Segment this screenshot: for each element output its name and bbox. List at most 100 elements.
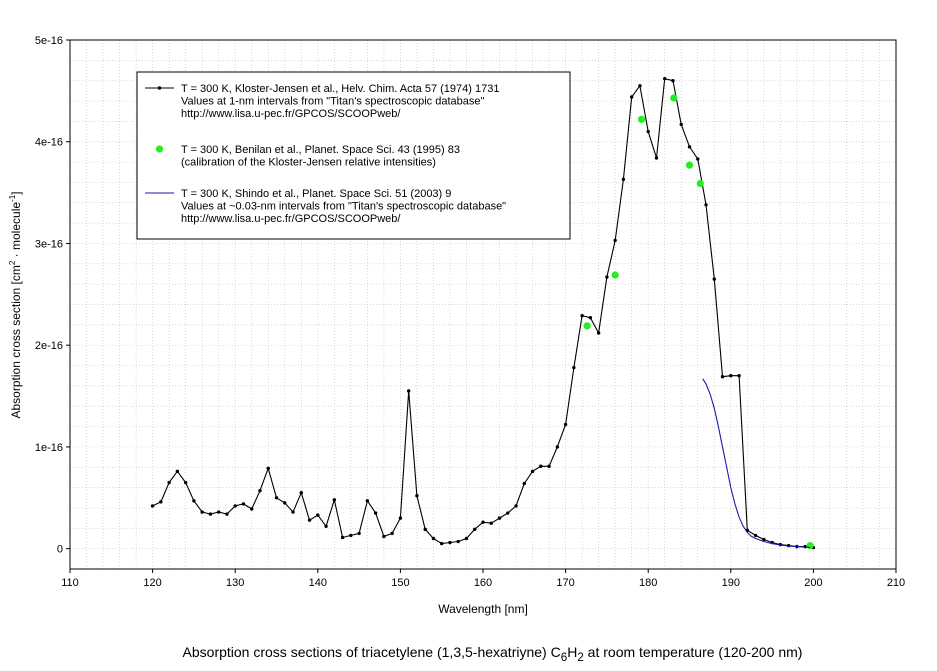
legend-text-line: T = 300 K, Shindo et al., Planet. Space … [181,188,451,200]
series-1 [150,76,816,550]
data-point [481,520,485,524]
data-point [349,533,353,538]
data-point [266,466,270,470]
data-point [382,534,386,539]
data-point [258,488,262,493]
x-tick-label: 170 [556,577,574,589]
legend-box [136,71,571,240]
data-point [448,540,452,545]
data-point [489,521,493,525]
data-point [679,122,683,127]
data-point [613,238,617,243]
data-point [696,157,700,161]
data-point [704,203,708,207]
data-point [373,511,378,515]
data-point [283,501,287,505]
x-axis: 110 120 130 140 150 160 170 180 190 200 210 [61,569,905,589]
data-point [530,469,535,474]
data-point [588,316,593,320]
data-point [291,510,295,514]
legend-text-line: http://www.lisa.u-pec.fr/GPCOS/SCOOPweb/ [181,108,401,120]
data-point [514,504,518,508]
legend-text-line: T = 300 K, Kloster-Jensen et al., Helv. … [181,83,499,95]
data-point [753,533,758,538]
data-marker [670,94,678,102]
series-2 [583,94,814,550]
data-point [547,464,551,468]
data-point [159,500,163,504]
x-tick-label: 160 [474,577,492,589]
data-point [629,95,634,99]
data-point [340,535,345,540]
data-point [200,510,204,514]
x-tick-label: 120 [143,577,161,589]
data-marker [637,115,646,123]
legend-text-line: (calibration of the Kloster-Jensen relat… [181,157,436,169]
data-point [216,510,221,514]
data-point [233,504,237,508]
data-point [274,496,279,500]
y-tick-label: 4e-16 [35,137,63,149]
x-tick-label: 200 [804,577,822,589]
data-point [654,156,659,160]
x-tick-label: 180 [639,577,657,589]
data-point [192,499,196,503]
data-marker [583,322,591,330]
data-point [332,498,337,502]
data-point [324,524,328,528]
data-point [497,516,502,520]
y-tick-label: 0 [57,544,63,556]
data-point [406,389,411,393]
data-point [506,511,510,515]
legend: T = 300 K, Kloster-Jensen et al., Helv. … [136,71,571,240]
data-marker [611,271,619,279]
data-point [456,539,460,544]
data-point [175,469,180,474]
data-point [663,76,667,81]
data-point [316,513,320,517]
data-point [522,481,526,486]
grid-lines [70,40,896,569]
data-point [580,313,584,318]
x-tick-label: 110 [61,577,79,589]
data-point [307,518,312,522]
data-point [638,84,642,88]
data-point [150,504,155,508]
data-point [208,512,213,516]
legend-text-line: http://www.lisa.u-pec.fr/GPCOS/SCOOPweb/ [181,213,401,225]
data-point [415,494,419,498]
data-point [596,331,601,335]
data-point [563,422,568,427]
data-point [762,537,766,542]
y-tick-label: 3e-16 [35,238,63,250]
data-point [365,499,370,503]
data-point [167,480,171,485]
data-point [464,536,469,541]
legend-entry-3: T = 300 K, Shindo et al., Planet. Space … [145,188,506,225]
data-point [555,445,560,449]
data-point [720,375,725,379]
data-point [621,177,626,182]
data-point [729,374,733,378]
data-point [241,502,246,506]
data-point [539,464,543,468]
series-3-line [702,378,811,549]
y-axis-title: Absorption cross section [cm2 · molecule… [8,191,23,418]
y-axis: 0 1e-16 2e-16 3e-16 4e-16 5e-16 [35,35,70,556]
x-tick-label: 150 [391,577,409,589]
x-tick-label: 140 [309,577,327,589]
data-point [572,365,576,370]
data-point [687,145,692,149]
series-3 [702,378,811,549]
data-point [431,536,436,541]
data-point [225,512,229,516]
x-tick-label: 190 [722,577,740,589]
data-point [605,275,609,279]
legend-text-line: Values at ~0.03-nm intervals from "Titan… [181,201,506,213]
y-tick-label: 2e-16 [35,340,63,352]
chart-caption: Absorption cross sections of triacetylen… [182,644,803,664]
legend-text-line: Values at 1-nm intervals from "Titan's s… [181,96,484,108]
data-point [357,531,361,536]
legend-swatch-marker [155,145,164,153]
